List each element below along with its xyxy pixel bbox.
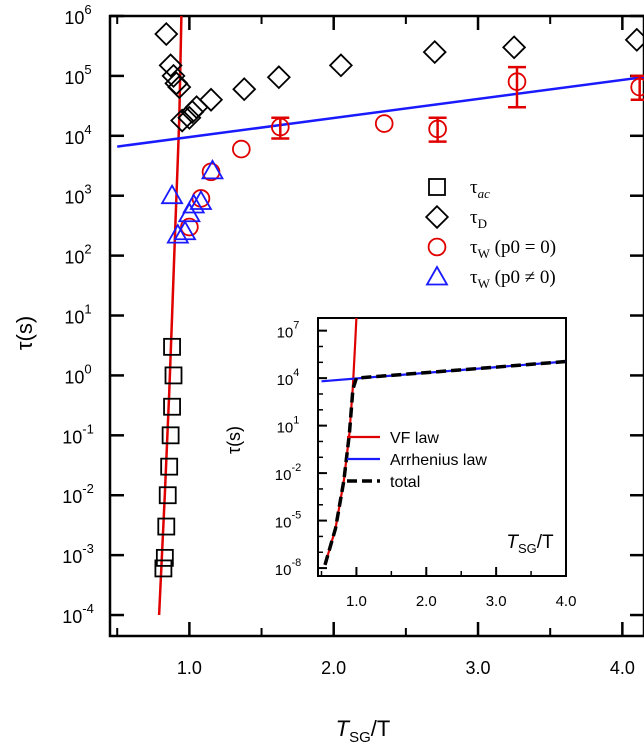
inset-y-tick-labels: 107 104 101 10-2 10-5 10-8 — [275, 320, 301, 579]
point-triangle — [160, 183, 184, 205]
main-x-tick-label: 4.0 — [610, 658, 635, 678]
point-square — [158, 486, 177, 505]
point-triangle — [166, 223, 190, 244]
point-diamond — [170, 108, 195, 133]
point-square — [160, 457, 179, 476]
inset-x-tick-label: 4.0 — [556, 593, 577, 610]
point-circle — [507, 72, 527, 92]
main-y-tick-label: 103 — [64, 182, 91, 208]
inset-legend-label: VF law — [390, 430, 439, 447]
point-square — [155, 548, 174, 567]
point-diamond — [232, 77, 257, 102]
point-diamond — [167, 75, 192, 100]
point-diamond — [154, 21, 179, 47]
inset-x-tick-label: 2.0 — [416, 593, 437, 610]
inset-y-tick-label: 107 — [277, 320, 300, 342]
point-square — [154, 559, 173, 578]
point-square — [164, 366, 183, 385]
main-fit-lines — [117, 15, 644, 616]
legend-marker-circle — [427, 237, 447, 257]
point-diamond — [422, 39, 447, 65]
main-y-tick-label: 10-2 — [62, 481, 94, 507]
point-triangle — [182, 193, 206, 214]
inset-line-total — [323, 359, 567, 566]
inset-y-axis-title: τ(s) — [224, 426, 244, 454]
point-circle — [428, 119, 447, 139]
main-y-tick-label: 10-1 — [62, 421, 94, 447]
main-y-axis-title: τ(s) — [12, 316, 37, 350]
point-diamond — [328, 53, 353, 78]
point-diamond — [266, 65, 291, 90]
inset-x-tick-label: 1.0 — [346, 593, 367, 610]
legend-marker-square — [428, 178, 446, 196]
inset-y-tick-label: 104 — [277, 367, 300, 389]
point-triangle — [200, 159, 225, 180]
inset-plot-frame — [317, 317, 567, 577]
main-x-axis-title: TSG/T — [336, 716, 391, 746]
inset-x-tick-label: 3.0 — [486, 593, 507, 610]
point-diamond — [180, 99, 205, 125]
inset-y-tick-label: 10-8 — [275, 557, 301, 579]
point-triangle — [173, 219, 197, 241]
point-diamond — [198, 87, 224, 112]
main-x-tick-labels: 1.0 2.0 3.0 4.0 — [177, 658, 635, 678]
point-diamond — [161, 63, 186, 88]
point-square — [163, 337, 181, 356]
main-y-tick-label: 104 — [64, 122, 91, 148]
point-circle — [374, 114, 394, 133]
inset-x-axis-title: TSG/T — [506, 532, 554, 556]
point-circle — [630, 77, 644, 97]
legend-label: τD — [470, 207, 487, 231]
main-legend: τac τD τW (p0 = 0) τW (p0 ≠ 0) — [424, 177, 556, 291]
inset-x-tick-labels: 1.0 2.0 3.0 4.0 — [346, 593, 576, 610]
main-x-tick-label: 3.0 — [466, 658, 491, 678]
main-y-tick-label: 105 — [64, 62, 91, 88]
point-circle — [271, 117, 290, 137]
main-y-tick-label: 100 — [64, 361, 91, 387]
point-diamond — [158, 53, 183, 78]
inset-legend: VF law Arrhenius law total — [347, 430, 487, 491]
point-circle — [232, 139, 251, 159]
main-y-tick-label: 106 — [64, 2, 91, 28]
point-square — [161, 426, 180, 445]
inset-legend-label: Arrhenius law — [390, 452, 487, 469]
inset-background — [318, 318, 570, 580]
inset-axis-ticks — [318, 329, 567, 576]
main-y-tick-labels: 106 105 104 103 102 101 100 10-1 10-2 10-3 10-4 — [62, 2, 94, 627]
main-x-tick-label: 1.0 — [177, 658, 202, 678]
main-y-tick-label: 102 — [64, 242, 91, 268]
point-square — [157, 517, 176, 536]
inset-y-tick-label: 101 — [277, 415, 300, 437]
inset-y-tick-label: 10-2 — [275, 462, 301, 484]
main-data-points — [154, 21, 644, 578]
main-line-arrhenius-law — [117, 75, 644, 148]
inset-legend-label: total — [390, 474, 420, 491]
main-plot-frame — [108, 14, 644, 638]
main-y-tick-label: 10-4 — [62, 601, 94, 627]
legend-marker-diamond — [424, 204, 450, 230]
inset-y-tick-label: 10-5 — [275, 510, 301, 532]
main-axis-ticks — [110, 14, 644, 636]
point-circle — [180, 217, 199, 237]
inset-lines — [321, 317, 567, 566]
legend-marker-triangle — [425, 265, 449, 286]
legend-label: τW (p0 = 0) — [470, 237, 556, 261]
legend-label: τW (p0 ≠ 0) — [470, 267, 556, 291]
main-x-tick-label: 2.0 — [321, 658, 346, 678]
main-y-tick-label: 101 — [64, 302, 91, 328]
point-diamond — [177, 105, 202, 130]
point-square — [163, 397, 181, 416]
point-diamond — [502, 35, 527, 60]
legend-label: τac — [470, 177, 490, 201]
main-y-tick-label: 10-3 — [62, 541, 94, 567]
main-line-vf-law — [157, 15, 183, 616]
point-triangle — [189, 189, 213, 210]
